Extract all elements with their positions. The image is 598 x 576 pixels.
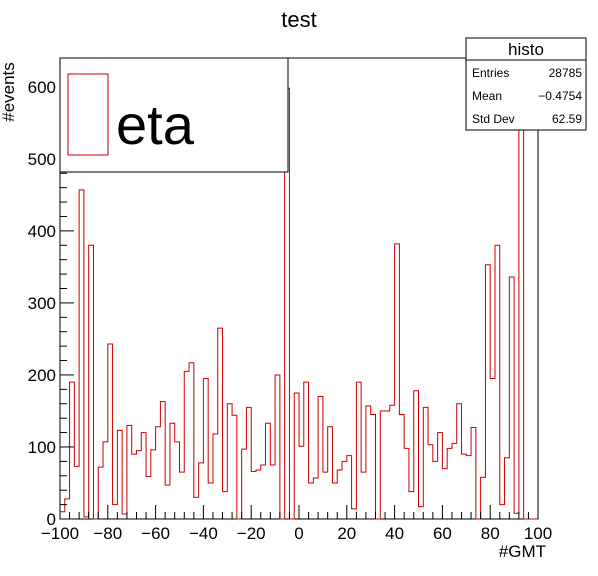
x-tick-label: 80	[481, 524, 500, 543]
y-tick-label: 200	[28, 366, 56, 385]
x-tick-label: 60	[433, 524, 452, 543]
y-tick-label: 0	[47, 510, 56, 529]
legend-label: eta	[116, 93, 195, 156]
chart-title: test	[281, 7, 316, 32]
x-tick-label: 100	[524, 524, 552, 543]
x-axis-ticks: −100 −80 −60 −40 −20 0 20 40 60 80 100	[41, 505, 552, 543]
histogram-line	[59, 87, 538, 520]
x-tick-label: −20	[237, 524, 266, 543]
y-tick-label: 100	[28, 438, 56, 457]
legend-swatch	[67, 73, 109, 156]
legend-frame	[59, 57, 289, 173]
x-tick-label: −100	[41, 524, 79, 543]
legend: eta	[59, 57, 289, 173]
stats-mean-value: −0.4754	[538, 89, 582, 103]
stats-entries-value: 28785	[549, 66, 583, 80]
y-tick-label: 600	[28, 78, 56, 97]
x-axis-title: #GMT	[499, 542, 546, 561]
x-tick-label: 0	[294, 524, 303, 543]
stats-stddev-value: 62.59	[552, 112, 582, 126]
stats-title: histo	[508, 40, 544, 59]
x-tick-label: −80	[93, 524, 122, 543]
x-tick-label: −40	[189, 524, 218, 543]
x-tick-label: −60	[141, 524, 170, 543]
y-tick-label: 400	[28, 222, 56, 241]
x-tick-label: 20	[337, 524, 356, 543]
stats-stddev-label: Std Dev	[472, 112, 515, 126]
y-axis-title: #events	[0, 62, 18, 122]
stats-box: histo Entries 28785 Mean −0.4754 Std Dev…	[465, 37, 587, 131]
y-tick-label: 300	[28, 294, 56, 313]
y-tick-label: 500	[28, 150, 56, 169]
y-axis-ticks: 0 100 200 300 400 500 600	[28, 57, 74, 529]
stats-entries-label: Entries	[472, 66, 509, 80]
stats-mean-label: Mean	[472, 89, 502, 103]
x-tick-label: 40	[385, 524, 404, 543]
stats-frame	[465, 37, 587, 131]
